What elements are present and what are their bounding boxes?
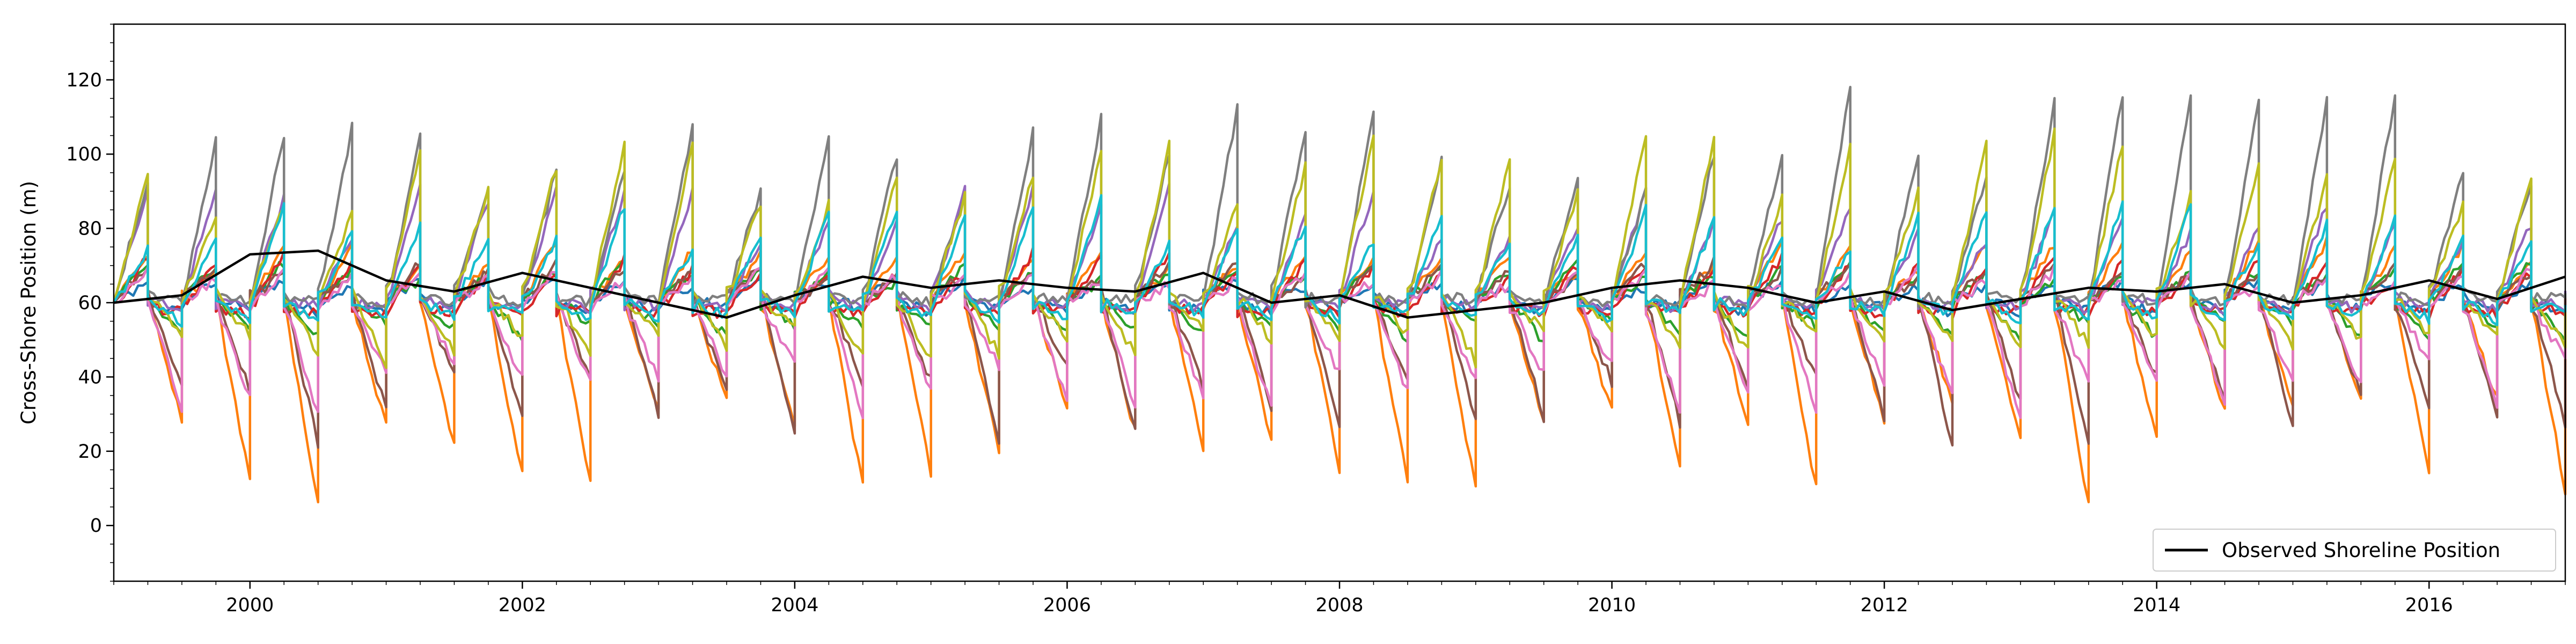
y-tick-label-3: 60: [78, 292, 102, 314]
x-tick-label-3: 2006: [1043, 595, 1091, 616]
y-tick-label-2: 40: [78, 367, 102, 388]
x-tick-label-5: 2010: [1588, 595, 1636, 616]
legend-box: [2153, 529, 2556, 572]
x-tick-label-6: 2012: [1861, 595, 1908, 616]
x-axis: 2000 2002 2004 2006 2008 2010 2012 2014 2016: [113, 581, 2566, 616]
y-axis-label: Cross-Shore Position (m): [17, 181, 40, 425]
y-tick-label-1: 20: [78, 441, 102, 463]
y-tick-label-5: 100: [66, 144, 102, 165]
y-tick-label-6: 120: [66, 70, 102, 91]
plot-lines: [112, 85, 2567, 504]
observed-series: [113, 249, 2566, 319]
y-tick-label-0: 0: [90, 515, 102, 537]
x-tick-label-0: 2000: [226, 595, 274, 616]
x-tick-label-2: 2004: [771, 595, 818, 616]
legend-label-observed: Observed Shoreline Position: [2222, 539, 2500, 562]
y-tick-label-4: 80: [78, 218, 102, 240]
y-axis: 0 20 40 60 80 100 120: [66, 24, 114, 582]
ensemble-series-9: [113, 194, 2567, 328]
legend: Observed Shoreline Position: [2153, 529, 2556, 572]
x-tick-label-8: 2016: [2405, 595, 2453, 616]
x-tick-label-1: 2002: [499, 595, 546, 616]
x-tick-label-4: 2008: [1315, 595, 1363, 616]
x-tick-label-7: 2014: [2133, 595, 2180, 616]
